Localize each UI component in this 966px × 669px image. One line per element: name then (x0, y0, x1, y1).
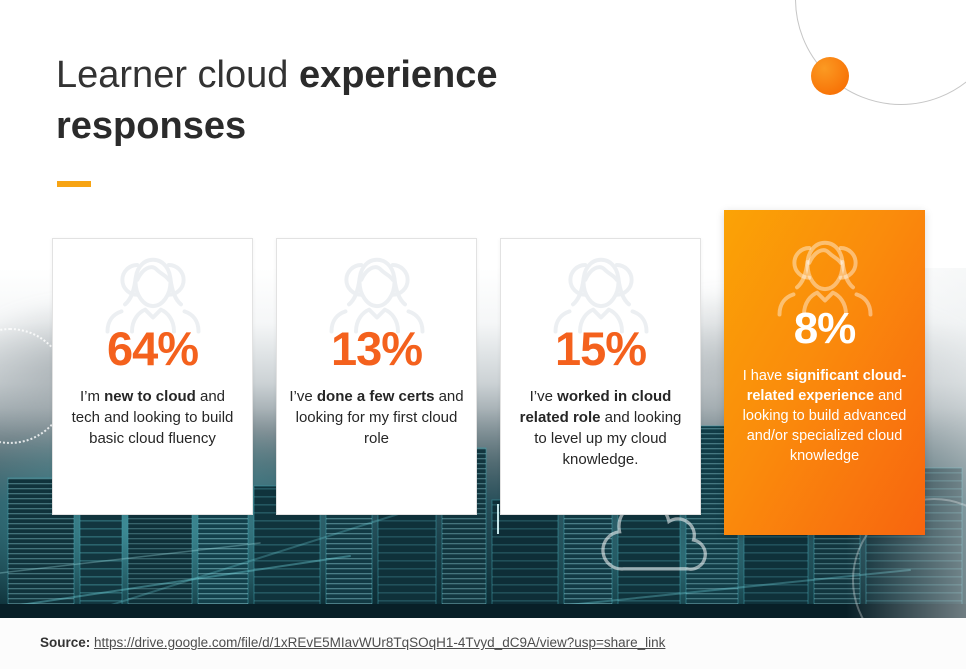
title-bold-text-line2: responses (56, 105, 247, 147)
cards-row: 64% I’m new to cloud and tech and lookin… (52, 210, 925, 535)
orange-dot-decoration (811, 57, 849, 95)
stat-card: 15% I’ve worked in cloud related role an… (500, 238, 701, 515)
stat-description: I’ve done a few certs and looking for my… (289, 388, 464, 447)
footer-bar: Source: https://drive.google.com/file/d/… (0, 618, 966, 669)
stat-percentage: 64% (106, 322, 199, 375)
stat-description: I’ve worked in cloud related role and lo… (519, 388, 682, 468)
stat-percentage: 15% (554, 322, 647, 375)
group-people-icon (553, 257, 648, 334)
accent-dash (57, 181, 91, 187)
stat-card: 13% I’ve done a few certs and looking fo… (276, 238, 477, 515)
group-people-icon (777, 240, 872, 317)
stat-description: I’m new to cloud and tech and looking to… (71, 388, 234, 447)
stat-card: 8% I have significant cloud-related expe… (724, 210, 925, 535)
source-line: Source: https://drive.google.com/file/d/… (40, 635, 665, 650)
stat-description: I have significant cloud-related experie… (742, 368, 907, 464)
source-label: Source: (40, 635, 91, 650)
stat-card: 64% I’m new to cloud and tech and lookin… (52, 238, 253, 515)
group-people-icon (105, 257, 200, 334)
source-link[interactable]: https://drive.google.com/file/d/1xREvE5M… (94, 635, 666, 650)
stat-percentage: 8% (793, 304, 857, 353)
group-people-icon (329, 257, 424, 334)
page-title: Learner cloud experience responses (56, 50, 616, 152)
stat-percentage: 13% (330, 322, 423, 375)
title-bold-text: experience (298, 54, 498, 96)
title-light-text: Learner cloud (56, 54, 299, 96)
